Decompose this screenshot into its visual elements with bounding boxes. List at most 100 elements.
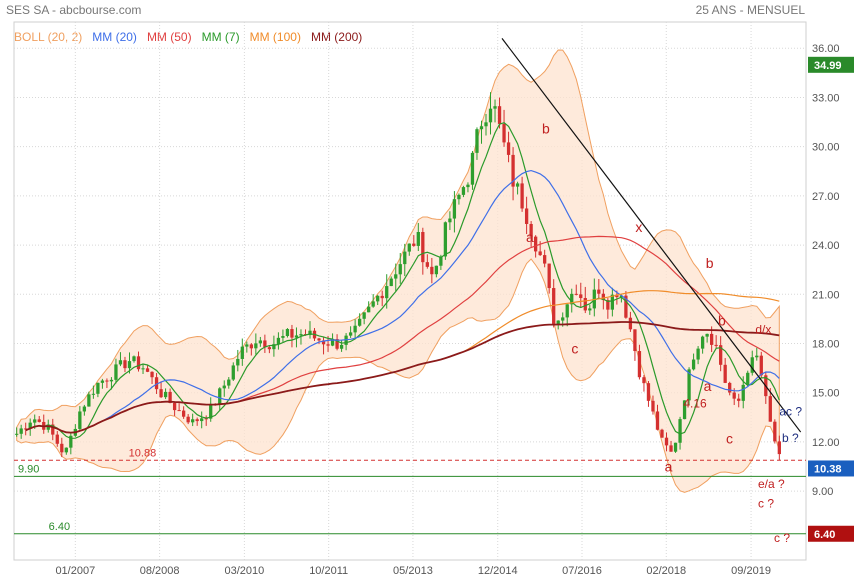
y-axis: 9.00 12.00 15.00 18.00 21.00 24.00 27.00 30.00 3…	[812, 43, 840, 498]
candle-body	[606, 300, 610, 310]
candle-body	[696, 348, 700, 360]
candle-body	[55, 434, 59, 444]
plot-frame	[13, 21, 807, 561]
candle-body	[728, 382, 732, 393]
candle-body	[19, 428, 23, 434]
candle-body	[691, 359, 696, 370]
candle-body	[655, 411, 660, 430]
candle-body	[258, 340, 263, 344]
candle-body	[263, 340, 267, 348]
candle-body	[506, 142, 511, 155]
legend-mm50[interactable]: MM (50)	[146, 30, 192, 44]
candle-body	[367, 306, 371, 313]
candle-body	[78, 411, 82, 429]
candle-body	[159, 389, 163, 398]
candle-body	[227, 379, 231, 386]
candle-body	[759, 355, 763, 376]
candle-body	[87, 394, 91, 407]
candle-body	[37, 419, 41, 422]
candle-body	[181, 410, 186, 417]
candle-body	[407, 243, 411, 252]
candle-body	[231, 365, 235, 380]
candle-body	[362, 312, 366, 319]
candle-body	[127, 361, 132, 369]
candle-body	[565, 304, 569, 318]
candle-body	[398, 264, 402, 275]
y-tick-label: 27.00	[812, 191, 840, 203]
candle-body	[642, 377, 646, 384]
candle-body	[421, 232, 425, 263]
candle-body	[272, 344, 276, 350]
candle-body	[547, 263, 551, 289]
candle-body	[601, 293, 605, 301]
candle-body	[91, 393, 96, 395]
candle-body	[475, 129, 479, 153]
candle-body	[168, 391, 172, 404]
y-tick-label: 18.00	[812, 338, 840, 350]
legend-mm7[interactable]: MM (7)	[201, 30, 240, 44]
target-price-box-bg	[808, 525, 854, 542]
candle-body	[448, 218, 452, 223]
candle-body	[339, 344, 344, 349]
candle-body	[403, 251, 407, 265]
candle-body	[624, 295, 628, 318]
candle-body	[579, 294, 583, 299]
wave-annotation: b	[542, 121, 550, 137]
legend: BOLL (20, 2) MM (20) MM (50) MM (7) MM (…	[14, 30, 362, 44]
target-price-box: 6.40	[814, 529, 835, 541]
candle-body	[682, 400, 687, 420]
candle-body	[637, 351, 642, 378]
wave-annotation: b	[718, 312, 726, 328]
candle-body	[209, 403, 213, 419]
candle-body	[719, 345, 723, 365]
price-boxes: 34.99 10.38 6.40	[808, 56, 854, 542]
candle-body	[326, 344, 330, 346]
current-price-box: 10.38	[814, 463, 842, 475]
candle-body	[556, 320, 560, 324]
x-tick-label: 08/2008	[140, 565, 180, 577]
candle-body	[673, 442, 678, 452]
candle-body	[479, 126, 484, 130]
candle-body	[615, 294, 619, 298]
level-label: 6.40	[49, 521, 70, 533]
level-label: 10.88	[129, 447, 157, 459]
candle-body	[186, 416, 190, 423]
candle-body	[33, 419, 37, 423]
candle-body	[69, 435, 73, 448]
legend-boll[interactable]: BOLL (20, 2)	[14, 30, 83, 44]
candle-body	[105, 380, 109, 382]
x-axis: 01/2007 08/2008 03/2010 10/2011 05/2013 12/20…	[55, 565, 770, 577]
candle-body	[664, 437, 669, 446]
candle-body	[60, 443, 64, 453]
candle-body	[200, 418, 204, 422]
candle-body	[385, 286, 389, 299]
legend-mm200[interactable]: MM (200)	[310, 30, 363, 44]
candle-body	[700, 336, 705, 349]
legend-mm20[interactable]: MM (20)	[92, 30, 137, 44]
candle-body	[502, 123, 506, 143]
candle-body	[308, 330, 312, 335]
y-tick-label: 12.00	[812, 437, 840, 449]
candle-body	[24, 428, 28, 430]
candle-body	[750, 357, 754, 373]
trendlines	[501, 38, 802, 433]
candle-body	[412, 243, 416, 246]
candle-body	[51, 424, 55, 435]
candle-body	[245, 344, 249, 347]
candle-body	[348, 332, 353, 336]
candle-body	[524, 208, 529, 224]
candle-body	[732, 392, 736, 399]
candle-body	[443, 222, 448, 257]
legend-mm100[interactable]: MM (100)	[249, 30, 301, 44]
wave-annotation: b ?	[782, 431, 799, 445]
wave-annotation: c	[726, 431, 733, 447]
candle-body	[376, 295, 380, 302]
x-tick-label: 10/2011	[309, 565, 348, 577]
wave-annotation: e/a ?	[758, 477, 785, 491]
candle-body	[150, 371, 154, 378]
candle-body	[561, 317, 565, 321]
wave-annotation: a	[526, 229, 534, 245]
last-price-box: 34.99	[814, 60, 842, 72]
candle-body	[746, 372, 750, 385]
candle-body	[543, 255, 547, 264]
